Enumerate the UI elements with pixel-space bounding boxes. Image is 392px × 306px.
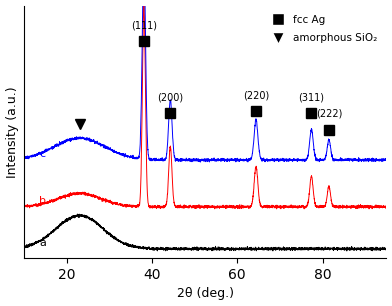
X-axis label: 2θ (deg.): 2θ (deg.) [177, 287, 234, 300]
Text: c: c [39, 149, 45, 159]
Text: (222): (222) [316, 109, 342, 119]
Text: (200): (200) [157, 93, 183, 103]
Text: (111): (111) [131, 20, 157, 30]
Legend: fcc Ag, amorphous SiO₂: fcc Ag, amorphous SiO₂ [264, 11, 381, 47]
Text: a: a [39, 238, 46, 248]
Y-axis label: Intensity (a.u.): Intensity (a.u.) [5, 86, 18, 178]
Text: (220): (220) [243, 90, 269, 100]
Text: (311): (311) [298, 93, 325, 103]
Text: b: b [39, 196, 46, 206]
